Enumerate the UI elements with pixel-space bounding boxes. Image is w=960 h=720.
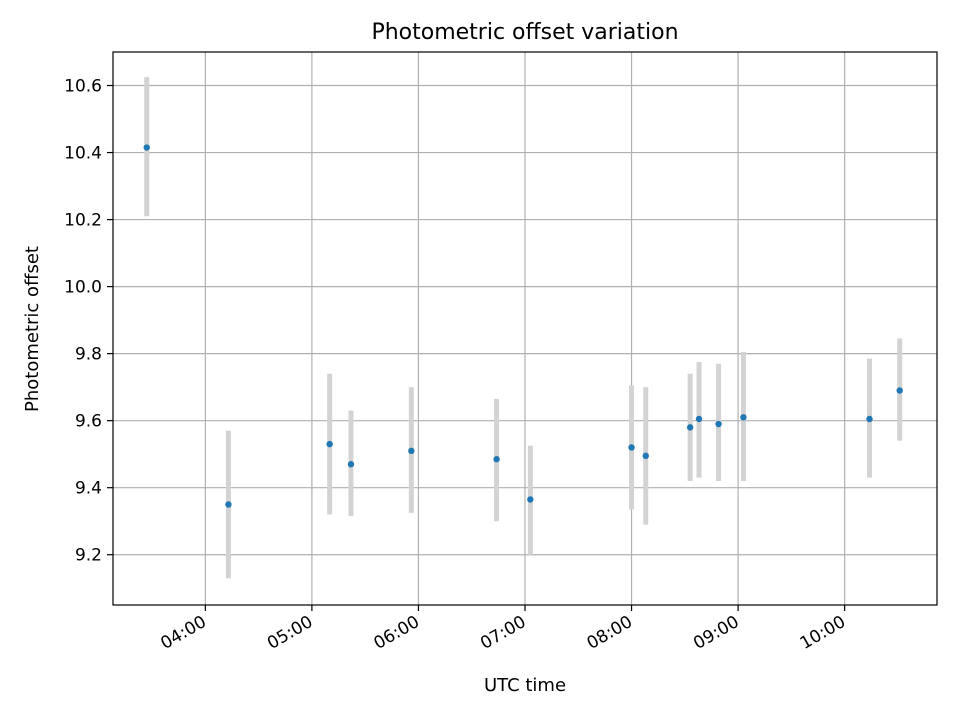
- y-tick-label: 9.4: [75, 479, 102, 499]
- data-point: [642, 452, 649, 460]
- data-point: [347, 461, 355, 468]
- y-tick-label: 10.4: [64, 144, 102, 164]
- data-point: [686, 424, 694, 431]
- y-axis-ticks: 9.2 9.4 9.6 9.8 10.0 10.2 10.4 10.6: [64, 77, 113, 566]
- y-tick-label: 10.6: [64, 77, 102, 97]
- grid-lines: [113, 52, 937, 605]
- chart-title: Photometric offset variation: [371, 20, 678, 45]
- y-tick-label: 9.2: [75, 546, 102, 566]
- y-tick-label: 9.6: [75, 412, 102, 432]
- data-points: [143, 144, 903, 508]
- data-point: [225, 501, 232, 508]
- data-point: [628, 444, 635, 451]
- x-axis-label: UTC time: [484, 675, 566, 696]
- data-point: [493, 456, 500, 463]
- data-point: [695, 415, 703, 423]
- data-point: [866, 415, 873, 423]
- data-point: [326, 440, 333, 448]
- data-point: [143, 144, 150, 151]
- data-point: [527, 496, 534, 503]
- data-point: [408, 447, 415, 455]
- y-tick-label: 10.0: [64, 278, 102, 298]
- y-tick-label: 10.2: [64, 211, 102, 231]
- data-point: [740, 414, 747, 421]
- data-point: [715, 420, 722, 428]
- y-axis-label: Photometric offset: [22, 246, 43, 412]
- y-tick-label: 9.8: [75, 345, 102, 365]
- data-point: [896, 387, 903, 394]
